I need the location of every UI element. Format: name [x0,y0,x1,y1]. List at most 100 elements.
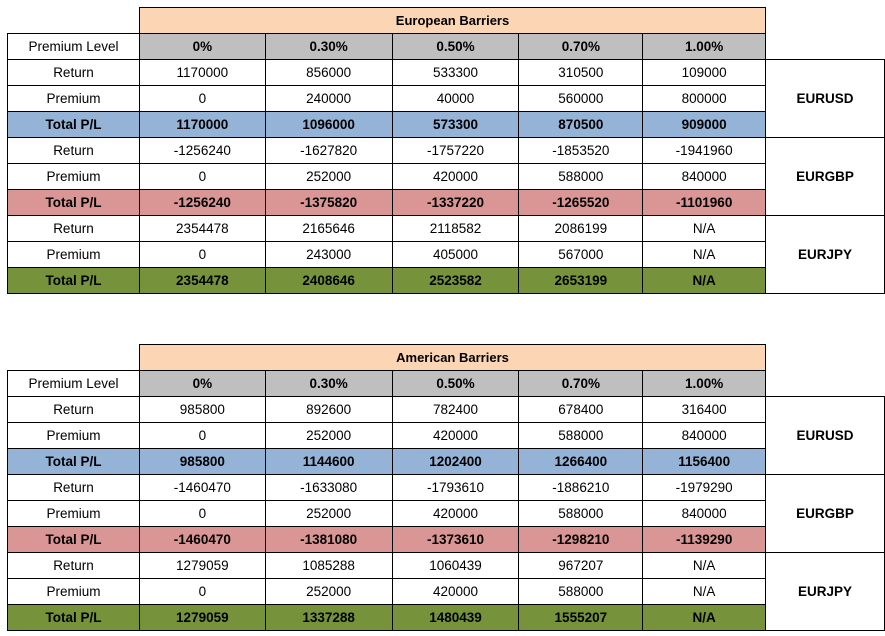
table-row: Return 2354478 2165646 2118582 2086199 N… [7,215,885,294]
cell: 560000 [518,85,644,112]
cell: 0 [138,241,266,268]
cell: 533300 [391,59,520,86]
row-label: Return [7,59,140,86]
cell: 1202400 [391,448,520,475]
cell: 0 [138,163,266,190]
level-header: 0.30% [264,370,393,397]
total-row: Total P/L -1256240 -1375820 -1337220 -12… [7,189,885,216]
cell: 1279059 [138,552,266,579]
cell: 420000 [391,163,520,190]
cell: 240000 [264,85,393,112]
table-row: Premium 0 243000 405000 567000 N/A [7,241,885,268]
cell: 1337288 [264,604,393,631]
level-header: 1.00% [642,33,767,60]
level-header: 1.00% [642,370,767,397]
cell: 2354478 [138,215,266,242]
cell: 1144600 [264,448,393,475]
cell: 2354478 [138,267,266,294]
cell: 892600 [264,396,393,423]
cell: 252000 [264,500,393,527]
premium-level-header: Premium Level [7,33,140,60]
pair-label: EURUSD [765,59,885,138]
row-label: Total P/L [7,189,140,216]
row-label: Premium [7,500,140,527]
cell: N/A [642,215,767,242]
cell: 782400 [391,396,520,423]
row-label: Premium [7,85,140,112]
row-label: Total P/L [7,448,140,475]
row-label: Premium [7,578,140,605]
total-row: Total P/L 2354478 2408646 2523582 265319… [7,267,885,294]
cell: 985800 [138,448,266,475]
row-label: Return [7,215,140,242]
cell: 985800 [138,396,266,423]
table-row: Premium 0 252000 420000 588000 840000 [7,422,885,449]
cell: 588000 [518,163,644,190]
cell: 405000 [391,241,520,268]
cell: 2653199 [518,267,644,294]
cell: 588000 [518,578,644,605]
cell: -1460470 [138,526,266,553]
cell: -1633080 [264,474,393,501]
cell: 0 [138,578,266,605]
cell: 909000 [642,111,767,138]
row-label: Total P/L [7,111,140,138]
cell: N/A [642,241,767,268]
cell: 870500 [518,111,644,138]
cell: -1265520 [518,189,644,216]
cell: -1941960 [642,137,767,164]
pair-label: EURGBP [765,137,885,216]
row-label: Total P/L [7,604,140,631]
cell: 840000 [642,500,767,527]
table-row: Premium 0 240000 40000 560000 800000 [7,85,885,112]
cell: 420000 [391,422,520,449]
cell: N/A [642,552,767,579]
cell: -1979290 [642,474,767,501]
level-header: 0.50% [391,370,520,397]
cell: 310500 [518,59,644,86]
cell: N/A [642,267,767,294]
total-row: Total P/L 1170000 1096000 573300 870500 … [7,111,885,138]
cell: -1375820 [264,189,393,216]
table-title: American Barriers [138,344,767,371]
cell: 1555207 [518,604,644,631]
cell: 2086199 [518,215,644,242]
table-row: Premium 0 252000 420000 588000 840000 [7,500,885,527]
cell: 109000 [642,59,767,86]
cell: -1101960 [642,189,767,216]
header-row: Premium Level 0% 0.30% 0.50% 0.70% 1.00% [7,33,885,60]
cell: 1096000 [264,111,393,138]
cell: 420000 [391,578,520,605]
table-row: Premium 0 252000 420000 588000 N/A [7,578,885,605]
cell: 2118582 [391,215,520,242]
pair-label: EURGBP [765,474,885,553]
cell: 252000 [264,163,393,190]
cell: -1853520 [518,137,644,164]
level-header: 0.50% [391,33,520,60]
cell: 0 [138,500,266,527]
table-row: Return 1170000 856000 533300 310500 1090… [7,59,885,138]
level-header: 0.70% [518,370,644,397]
total-row: Total P/L 1279059 1337288 1480439 155520… [7,604,885,631]
cell: 1279059 [138,604,266,631]
cell: 252000 [264,578,393,605]
cell: 1085288 [264,552,393,579]
title-row: European Barriers [7,7,885,34]
level-header: 0.30% [264,33,393,60]
cell: 840000 [642,163,767,190]
cell: 243000 [264,241,393,268]
cell: -1373610 [391,526,520,553]
table-row: Return -1256240 -1627820 -1757220 -18535… [7,137,885,216]
cell: -1298210 [518,526,644,553]
cell: 1060439 [391,552,520,579]
cell: 588000 [518,422,644,449]
cell: 573300 [391,111,520,138]
cell: -1460470 [138,474,266,501]
american-barriers-table: American Barriers Premium Level 0% 0.30%… [7,344,885,631]
row-label: Total P/L [7,267,140,294]
pair-label: EURJPY [765,552,885,631]
table-row: Return 1279059 1085288 1060439 967207 N/… [7,552,885,631]
header-row: Premium Level 0% 0.30% 0.50% 0.70% 1.00% [7,370,885,397]
cell: N/A [642,578,767,605]
cell: -1139290 [642,526,767,553]
